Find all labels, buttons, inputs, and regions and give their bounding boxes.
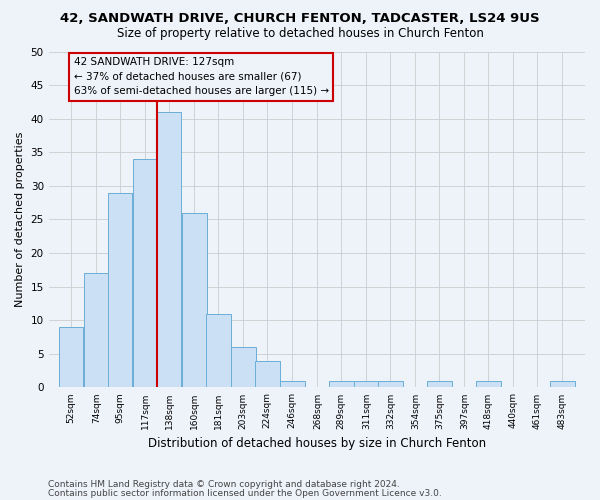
- Bar: [231, 347, 256, 388]
- Bar: [476, 380, 500, 388]
- Bar: [59, 327, 83, 388]
- Text: 42, SANDWATH DRIVE, CHURCH FENTON, TADCASTER, LS24 9US: 42, SANDWATH DRIVE, CHURCH FENTON, TADCA…: [60, 12, 540, 26]
- Bar: [133, 159, 158, 388]
- Bar: [427, 380, 452, 388]
- Bar: [255, 360, 280, 388]
- Bar: [182, 212, 206, 388]
- Bar: [280, 380, 305, 388]
- X-axis label: Distribution of detached houses by size in Church Fenton: Distribution of detached houses by size …: [148, 437, 486, 450]
- Text: Contains HM Land Registry data © Crown copyright and database right 2024.: Contains HM Land Registry data © Crown c…: [48, 480, 400, 489]
- Bar: [329, 380, 353, 388]
- Text: Size of property relative to detached houses in Church Fenton: Size of property relative to detached ho…: [116, 28, 484, 40]
- Bar: [378, 380, 403, 388]
- Text: 42 SANDWATH DRIVE: 127sqm
← 37% of detached houses are smaller (67)
63% of semi-: 42 SANDWATH DRIVE: 127sqm ← 37% of detac…: [74, 57, 329, 96]
- Bar: [550, 380, 575, 388]
- Y-axis label: Number of detached properties: Number of detached properties: [15, 132, 25, 307]
- Bar: [157, 112, 181, 388]
- Bar: [206, 314, 230, 388]
- Bar: [108, 192, 133, 388]
- Text: Contains public sector information licensed under the Open Government Licence v3: Contains public sector information licen…: [48, 490, 442, 498]
- Bar: [354, 380, 379, 388]
- Bar: [84, 273, 109, 388]
